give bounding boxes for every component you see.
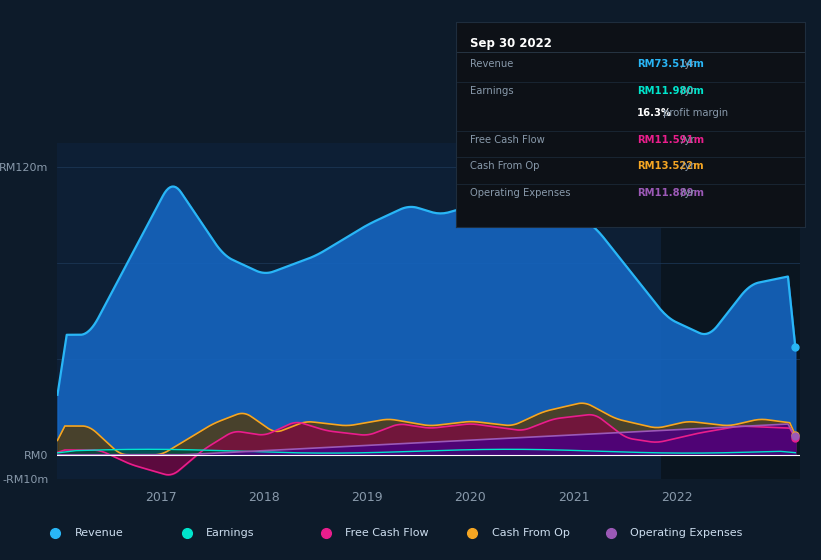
Text: Operating Expenses: Operating Expenses: [631, 529, 743, 538]
Text: Free Cash Flow: Free Cash Flow: [345, 529, 429, 538]
Text: RM11.889m: RM11.889m: [637, 188, 704, 198]
Bar: [661, 143, 800, 479]
Text: /yr: /yr: [678, 188, 695, 198]
Text: /yr: /yr: [678, 161, 695, 171]
Text: RM13.522m: RM13.522m: [637, 161, 704, 171]
Text: Cash From Op: Cash From Op: [492, 529, 570, 538]
Text: RM11.980m: RM11.980m: [637, 86, 704, 96]
Text: /yr: /yr: [678, 135, 695, 145]
Text: /yr: /yr: [678, 59, 695, 69]
Text: RM11.591m: RM11.591m: [637, 135, 704, 145]
Text: Sep 30 2022: Sep 30 2022: [470, 37, 552, 50]
Text: Operating Expenses: Operating Expenses: [470, 188, 570, 198]
Text: /yr: /yr: [678, 86, 695, 96]
Text: 16.3%: 16.3%: [637, 108, 672, 118]
Text: Earnings: Earnings: [470, 86, 513, 96]
Text: profit margin: profit margin: [660, 108, 728, 118]
Text: Revenue: Revenue: [75, 529, 123, 538]
Text: Free Cash Flow: Free Cash Flow: [470, 135, 544, 145]
Text: Cash From Op: Cash From Op: [470, 161, 539, 171]
Text: Revenue: Revenue: [470, 59, 513, 69]
Text: Earnings: Earnings: [206, 529, 255, 538]
Text: RM73.514m: RM73.514m: [637, 59, 704, 69]
